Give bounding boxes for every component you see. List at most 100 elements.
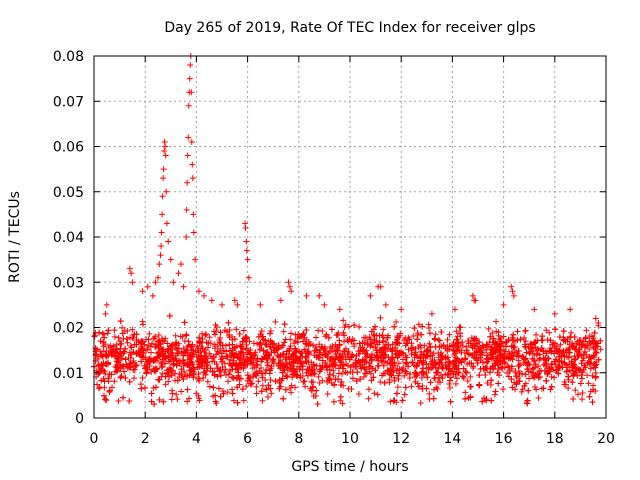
data-point: [569, 342, 576, 349]
data-point: [389, 341, 396, 348]
data-point: [585, 380, 592, 387]
data-point: [116, 338, 123, 345]
data-point: [183, 332, 190, 339]
data-point: [310, 393, 317, 400]
outlier-point: [188, 89, 195, 96]
data-point: [143, 370, 150, 377]
data-point: [578, 360, 585, 367]
data-point: [337, 362, 344, 369]
data-point: [195, 395, 202, 402]
outlier-point: [286, 283, 293, 290]
outlier-point: [231, 297, 238, 304]
data-point: [406, 336, 413, 343]
data-point: [113, 346, 120, 353]
data-point: [413, 363, 420, 370]
data-point: [103, 397, 110, 404]
data-point: [345, 385, 352, 392]
data-point: [210, 328, 217, 335]
data-point: [111, 327, 118, 334]
y-tick-label: 0.02: [53, 321, 84, 337]
data-point: [563, 347, 570, 354]
data-point: [435, 378, 442, 385]
data-point: [290, 350, 297, 357]
data-point: [587, 365, 594, 372]
data-point: [272, 378, 279, 385]
data-point: [151, 401, 158, 408]
data-point: [543, 327, 550, 334]
data-point: [250, 359, 257, 366]
data-point: [174, 396, 181, 403]
outlier-point: [190, 229, 197, 236]
outlier-point: [184, 152, 191, 159]
data-point: [400, 337, 407, 344]
outlier-point: [469, 292, 476, 299]
data-point: [454, 336, 461, 343]
y-tick-label: 0.06: [53, 140, 84, 156]
data-point: [152, 368, 159, 375]
data-point: [516, 362, 523, 369]
data-point: [344, 362, 351, 369]
data-point: [384, 359, 391, 366]
data-point: [191, 366, 198, 373]
data-point: [155, 376, 162, 383]
data-point: [254, 355, 261, 362]
data-point: [508, 363, 515, 370]
y-tick-label: 0.05: [53, 185, 84, 201]
outlier-point: [159, 193, 166, 200]
data-point: [436, 360, 443, 367]
data-point: [166, 366, 173, 373]
data-point: [548, 347, 555, 354]
data-point: [534, 347, 541, 354]
data-point: [345, 323, 352, 330]
data-point: [485, 356, 492, 363]
data-point: [576, 346, 583, 353]
data-point: [214, 343, 221, 350]
data-point: [313, 343, 320, 350]
data-point: [490, 335, 497, 342]
data-point: [331, 359, 338, 366]
data-point: [392, 344, 399, 351]
data-point: [568, 358, 575, 365]
data-point: [157, 341, 164, 348]
data-point: [505, 355, 512, 362]
x-tick-label: 20: [597, 431, 615, 447]
data-point: [313, 354, 320, 361]
data-point: [122, 374, 129, 381]
data-point: [321, 351, 328, 358]
data-point: [276, 385, 283, 392]
outlier-point: [186, 75, 193, 82]
data-point: [333, 332, 340, 339]
data-point: [102, 396, 109, 403]
data-point: [275, 353, 282, 360]
data-point: [536, 356, 543, 363]
data-point: [155, 332, 162, 339]
data-point: [493, 328, 500, 335]
data-point: [412, 378, 419, 385]
outlier-point: [160, 166, 167, 173]
data-point: [408, 383, 415, 390]
data-point: [380, 326, 387, 333]
data-point: [202, 332, 209, 339]
data-point: [433, 369, 440, 376]
data-point: [164, 347, 171, 354]
data-point: [538, 344, 545, 351]
data-point: [169, 341, 176, 348]
data-point: [483, 396, 490, 403]
data-point: [222, 366, 229, 373]
data-point: [220, 347, 227, 354]
data-point: [195, 349, 202, 356]
data-point: [115, 358, 122, 365]
data-point: [384, 367, 391, 374]
data-point: [240, 327, 247, 334]
data-point: [362, 334, 369, 341]
data-point: [426, 330, 433, 337]
data-point: [156, 350, 163, 357]
data-point: [286, 347, 293, 354]
data-point: [162, 381, 169, 388]
data-point: [549, 341, 556, 348]
data-point: [141, 365, 148, 372]
data-point: [506, 367, 513, 374]
data-point: [300, 331, 307, 338]
data-point: [467, 340, 474, 347]
data-point: [500, 333, 507, 340]
